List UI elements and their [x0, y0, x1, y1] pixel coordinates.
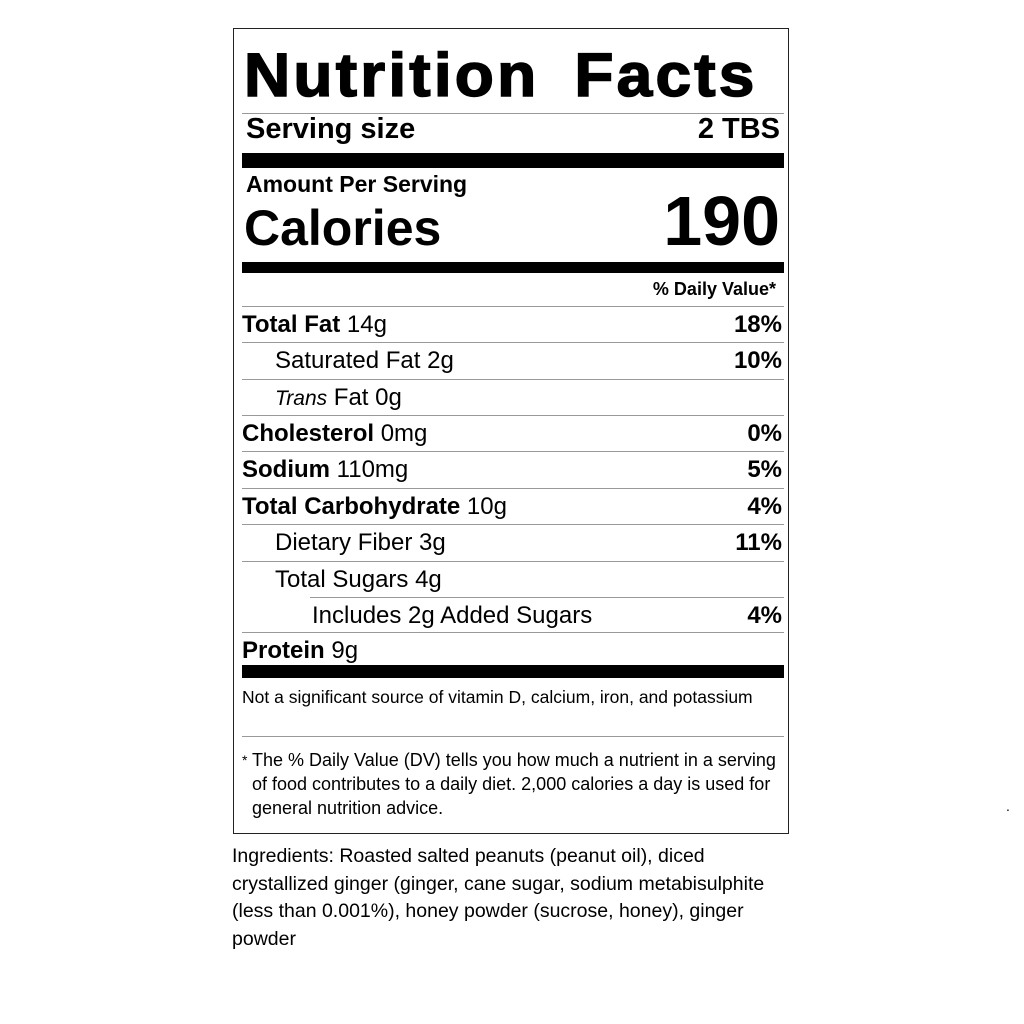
nutrient-row: Saturated Fat 2g 10%: [242, 342, 784, 378]
nutrient-row: Total Sugars 4g: [242, 561, 784, 597]
thick-divider: [242, 153, 784, 168]
nutrient-label: Total Carbohydrate: [242, 492, 461, 520]
vitamins-note: Not a significant source of vitamin D, c…: [242, 687, 753, 707]
nutrient-daily-value: 0%: [747, 419, 782, 447]
daily-value-header: % Daily Value*: [652, 279, 776, 299]
nutrient-daily-value: 18%: [733, 310, 782, 338]
calories-value: 190: [663, 182, 780, 260]
footnote-text: The % Daily Value (DV) tells you how muc…: [252, 750, 776, 818]
nutrient-row: Trans Fat 0g: [242, 379, 784, 415]
amount-per-serving: Amount Per Serving: [246, 171, 468, 197]
nutrient-amount: 14g: [346, 310, 387, 338]
nutrient-row: Total Fat 14g 18%: [242, 306, 784, 342]
nutrient-daily-value: 5%: [747, 455, 782, 483]
nutrient-row: Protein 9g: [242, 632, 784, 668]
footnote-star: *: [242, 752, 248, 768]
nutrient-label: Total Sugars: [275, 565, 409, 593]
thick-divider: [242, 262, 784, 273]
nutrient-name: Total Carbohydrate 10g: [242, 493, 507, 521]
nutrient-label: Dietary Fiber: [275, 528, 413, 556]
nutrient-label: Sodium: [242, 455, 330, 483]
serving-size-row: Serving size 2 TBS: [246, 113, 780, 146]
ingredients-text: Ingredients: Roasted salted peanuts (pea…: [232, 845, 765, 950]
nutrient-name: Total Fat 14g: [242, 311, 387, 339]
nutrient-row: Cholesterol 0mg 0%: [242, 415, 784, 451]
nutrient-label: Includes 2g Added Sugars: [312, 601, 593, 629]
nutrient-label: Saturated Fat: [275, 346, 421, 374]
nutrient-row: Dietary Fiber 3g 11%: [242, 524, 784, 560]
nutrient-name: Protein 9g: [242, 637, 358, 665]
nutrient-name-italic: Trans: [275, 386, 328, 410]
calories-label: Calories: [244, 200, 442, 256]
nutrient-row: Total Carbohydrate 10g 4%: [242, 488, 784, 524]
nutrient-daily-value: 10%: [733, 346, 782, 374]
nutrient-amount: 0g: [375, 383, 402, 411]
serving-size-value: 2 TBS: [697, 113, 780, 145]
nutrient-amount: 10g: [466, 492, 507, 520]
label-title: Nutrition Facts: [243, 40, 758, 110]
nutrient-row: Includes 2g Added Sugars 4%: [310, 597, 784, 633]
nutrient-name: Cholesterol 0mg: [242, 420, 427, 448]
nutrient-amount: 2g: [427, 346, 454, 374]
nutrient-amount: 4g: [415, 565, 442, 593]
nutrient-name: Trans Fat 0g: [242, 384, 402, 412]
stray-mark: .: [1006, 798, 1010, 814]
nutrient-name: Dietary Fiber 3g: [242, 529, 446, 557]
serving-size-label: Serving size: [246, 113, 416, 145]
nutrient-label: Fat: [333, 383, 369, 411]
nutrient-amount: 110mg: [336, 455, 409, 483]
nutrition-facts-label: Nutrition Facts Serving size 2 TBS Amoun…: [233, 28, 789, 834]
nutrient-name: Includes 2g Added Sugars: [312, 602, 592, 630]
nutrient-label: Protein: [242, 636, 325, 664]
divider: [242, 736, 784, 737]
nutrient-amount: 0mg: [380, 419, 428, 447]
nutrient-amount: 9g: [331, 636, 359, 664]
nutrient-daily-value: 11%: [735, 528, 782, 556]
nutrient-label: Total Fat: [242, 310, 341, 338]
nutrient-name: Saturated Fat 2g: [242, 347, 454, 375]
nutrient-row: Sodium 110mg 5%: [242, 451, 784, 487]
thick-divider: [242, 665, 784, 678]
nutrient-daily-value: 4%: [747, 601, 782, 629]
nutrient-label: Cholesterol: [242, 419, 375, 447]
divider: [242, 113, 784, 114]
nutrient-daily-value: 4%: [747, 492, 782, 520]
nutrient-name: Sodium 110mg: [242, 456, 408, 484]
nutrient-name: Total Sugars 4g: [242, 566, 442, 594]
footnote: * The % Daily Value (DV) tells you how m…: [242, 748, 784, 820]
nutrient-amount: 3g: [419, 528, 446, 556]
